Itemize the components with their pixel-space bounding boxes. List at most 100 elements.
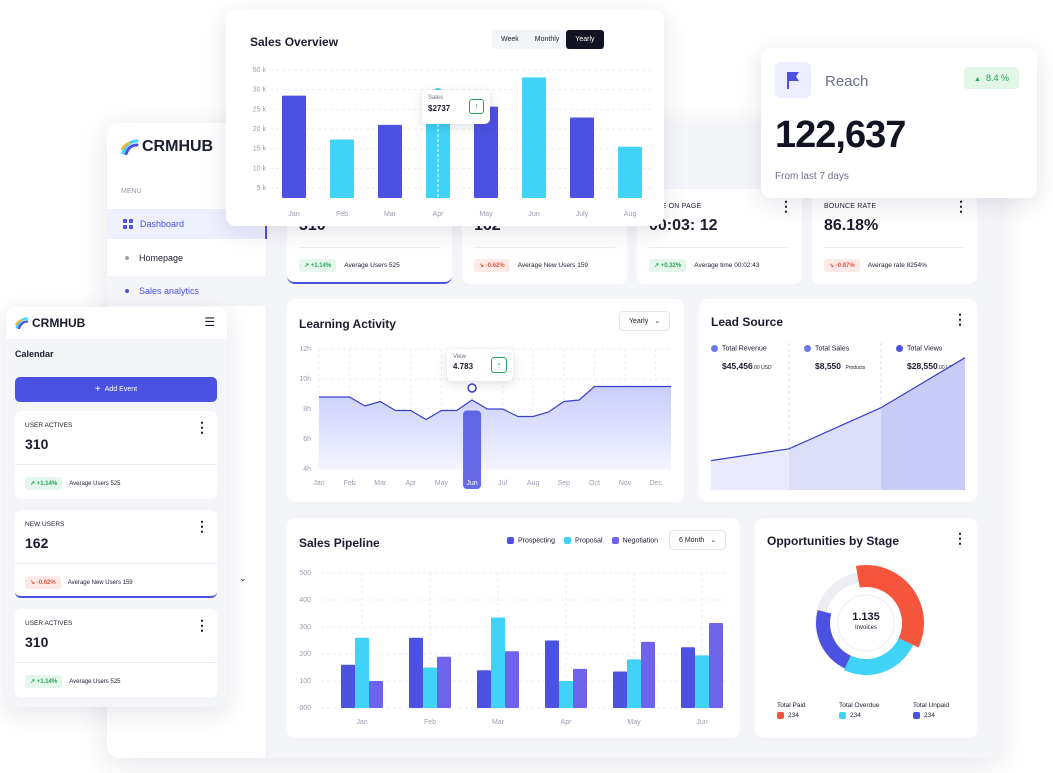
x-tick-label: Apr [405, 480, 417, 487]
tab-week[interactable]: Week [501, 36, 519, 43]
lead-item-sales: Total Sales $8,550 Products [804, 345, 865, 374]
more-icon[interactable]: ⋮ [954, 198, 968, 214]
y-tick-label: 400 [299, 597, 311, 604]
x-tick-label: Mar [384, 211, 397, 218]
more-icon[interactable]: ⋮ [195, 419, 209, 435]
bar [627, 659, 641, 708]
bar [369, 681, 383, 708]
lead-item-revenue: Total Revenue $45,456.00 USD [711, 345, 772, 374]
bar [378, 124, 402, 198]
delta-badge: ↗ +1.14% [25, 477, 63, 490]
x-tick-label: Jun [696, 719, 707, 726]
y-tick-label: 10h [299, 376, 311, 383]
tab-yearly[interactable]: Yearly [566, 30, 604, 49]
reach-card: Reach ▲ 8.4 % 122,637 From last 7 days [761, 48, 1037, 198]
more-icon[interactable]: ⋮ [195, 617, 209, 633]
x-tick-label: Feb [344, 480, 356, 487]
legend-prospecting: Prospecting [507, 537, 555, 544]
cursor-dot [467, 383, 477, 393]
sidebar-item-label: Homepage [139, 253, 184, 263]
period-dropdown[interactable]: 6 Month ⌄ [669, 530, 727, 550]
bar [409, 637, 423, 708]
stat-label: BOUNCE RATE [824, 203, 877, 210]
x-tick-label: Feb [336, 211, 348, 218]
add-event-button[interactable]: + Add Event [15, 377, 217, 402]
dashboard-window: CRMHUB MENU Dashboard Homepage Sales ana… [107, 123, 999, 758]
x-tick-label: Sep [558, 480, 571, 487]
stat-card-bounce-rate: BOUNCE RATE ⋮ 86.18% ↘ -0.87% Average ra… [812, 189, 977, 284]
stat-label: TIME ON PAGE [649, 203, 702, 210]
bar [641, 641, 655, 708]
x-tick-label: Aug [527, 480, 540, 487]
triangle-up-icon: ▲ [974, 76, 981, 83]
mobile-stat-card: NEW USERS ⋮ 162 ↘ -0.62% Average New Use… [15, 510, 217, 598]
y-tick-label: 500 [299, 570, 311, 577]
stat-note: Average rate 8254% [867, 262, 927, 269]
more-icon[interactable]: ⋮ [953, 530, 967, 546]
area-segment [789, 407, 881, 490]
y-tick-label: 12h [299, 346, 311, 353]
donut-slice [844, 638, 914, 675]
pipeline-legend: Prospecting Proposal Negotiation [507, 537, 658, 544]
x-tick-label: Jan [356, 719, 367, 726]
y-tick-label: 8h [303, 406, 311, 413]
sidebar-item-label: Dashboard [140, 219, 185, 229]
bar [695, 655, 709, 708]
more-icon[interactable]: ⋮ [195, 518, 209, 534]
stat-value: 00:03: 12 [649, 217, 718, 234]
stat-note: Average time 00:02:43 [694, 262, 760, 269]
y-tick-label: 15 k [253, 146, 267, 153]
donut-hole [838, 595, 894, 651]
upload-icon: ↑ [469, 99, 484, 114]
card-title: Opportunities by Stage [767, 534, 900, 548]
y-tick-label: 25 k [253, 106, 267, 113]
sales-pipeline-card: Sales Pipeline Prospecting Proposal Nego… [287, 518, 740, 738]
x-tick-label: May [435, 480, 449, 487]
x-tick-label: May [479, 211, 493, 218]
card-title: Lead Source [711, 315, 784, 329]
reach-title: Reach [825, 73, 869, 90]
more-icon[interactable]: ⋮ [953, 311, 967, 327]
sidebar-item-sales-analytics[interactable]: Sales analytics [107, 276, 267, 306]
delta-badge: ↗ +0.32% [649, 259, 687, 272]
y-tick-label: 30 k [253, 87, 267, 94]
highlight-bar [463, 410, 482, 489]
stat-note: Average New Users 159 [517, 262, 589, 269]
bar [477, 670, 491, 708]
brand-logo[interactable]: CRMHUB [121, 137, 213, 157]
x-tick-label: Feb [424, 719, 436, 726]
bar [559, 681, 573, 708]
period-dropdown[interactable]: Yearly ⌄ [619, 311, 671, 331]
donut-slice [855, 565, 924, 648]
chevron-down-icon[interactable]: ⌄ [239, 573, 247, 583]
hamburger-icon[interactable]: ☰ [204, 315, 215, 329]
sales-overview-chart: 5 k 10 k 15 k 20 k 25 k 30 k 50 k Jan Feb Mar Apr M… [253, 67, 654, 218]
bar [570, 117, 594, 198]
x-tick-label: Aug [624, 211, 637, 218]
sidebar-item-label: Sales analytics [139, 286, 200, 296]
chevron-down-icon: ⌄ [710, 537, 717, 544]
y-tick-label: 20 k [253, 126, 267, 133]
area-segment [881, 357, 965, 490]
sales-tooltip: Sales $2737 ↑ [422, 90, 490, 124]
area-segment [711, 448, 789, 490]
page-title: Calendar [15, 349, 54, 359]
area-fill [319, 386, 671, 469]
x-tick-label: Dec [649, 480, 662, 487]
learning-tooltip: View 4.783 ↑ [447, 349, 513, 381]
reach-note: From last 7 days [775, 171, 849, 182]
more-icon[interactable]: ⋮ [779, 198, 793, 214]
bar [423, 667, 437, 708]
x-tick-label: July [576, 211, 589, 218]
x-tick-label: Nov [619, 480, 632, 487]
stat-card-time-on-page: TIME ON PAGE ⋮ 00:03: 12 ↗ +0.32% Averag… [637, 189, 802, 284]
card-title: Learning Activity [299, 317, 396, 331]
bar [474, 106, 498, 198]
card-title: Sales Overview [250, 35, 339, 49]
donut-center: 1.135 Invoices [852, 611, 880, 631]
bullet-icon [125, 289, 129, 293]
tab-monthly[interactable]: Monthly [534, 36, 560, 43]
donut-hole-ring [837, 594, 895, 652]
sidebar-item-homepage[interactable]: Homepage [107, 243, 267, 273]
bar [491, 617, 505, 708]
